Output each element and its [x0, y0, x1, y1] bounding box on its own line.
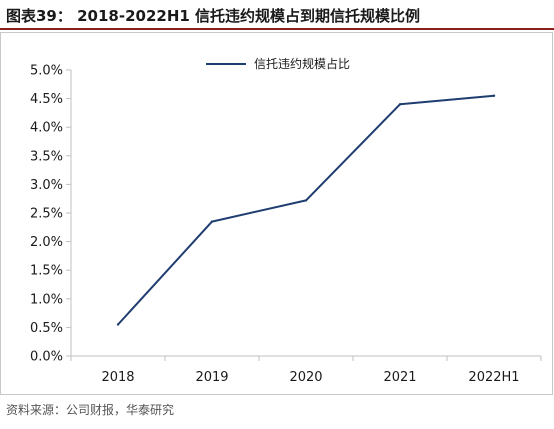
chart-container: 0.0% 0.5% 1.0% 1.5% 2.0% 2.5% 3.0% 3.5% 4.0% 4.5%… [0, 32, 553, 395]
data-point [210, 220, 214, 223]
x-tick-label: 2021 [383, 370, 416, 385]
y-tick-label: 3.0% [30, 178, 63, 193]
y-tick-label: 2.5% [30, 207, 63, 222]
x-tick-label: 2019 [195, 370, 228, 385]
x-tick-label: 2022H1 [468, 370, 519, 385]
data-point [304, 199, 308, 202]
y-tick-label: 5.0% [30, 64, 63, 79]
y-tick-label: 4.0% [30, 121, 63, 136]
figure-source: 资料来源：公司财报，华泰研究 [6, 403, 175, 417]
y-tick-label: 4.5% [30, 92, 63, 107]
y-tick-label: 1.5% [30, 264, 63, 279]
data-point [398, 103, 402, 106]
y-tick-label: 1.0% [30, 292, 63, 307]
data-point [116, 323, 120, 326]
line-chart: 0.0% 0.5% 1.0% 1.5% 2.0% 2.5% 3.0% 3.5% 4.0% 4.5%… [30, 56, 542, 385]
figure-header: 图表39： 2018-2022H1 信托违约规模占到期信托规模比例 [0, 0, 554, 30]
y-tick-label: 0.0% [30, 350, 63, 365]
legend-label: 信托违约规模占比 [254, 56, 350, 71]
y-tick-label: 2.0% [30, 235, 63, 250]
x-tick-label: 2018 [101, 370, 134, 385]
data-point [492, 94, 496, 97]
y-tick-label: 3.5% [30, 149, 63, 164]
figure-title: 图表39： 2018-2022H1 信托违约规模占到期信托规模比例 [6, 7, 421, 25]
y-tick-label: 0.5% [30, 321, 63, 336]
series-line [117, 94, 495, 326]
x-tick-label: 2020 [289, 370, 322, 385]
